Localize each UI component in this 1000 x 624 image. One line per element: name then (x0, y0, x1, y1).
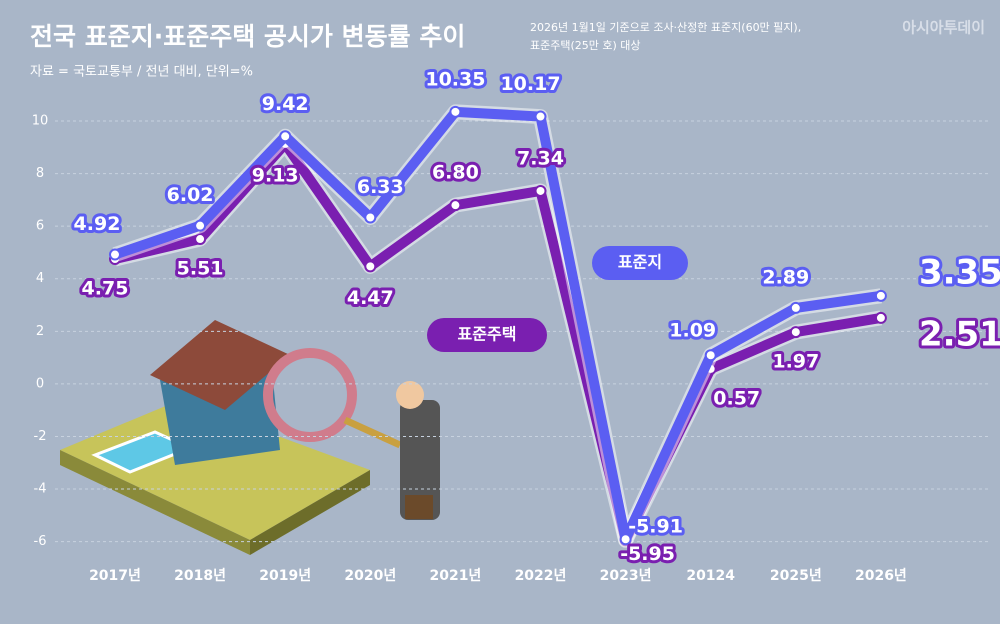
series-line (113, 106, 882, 545)
legend-label: 표준주택 (458, 325, 517, 344)
y-tick-label: -6 (34, 534, 47, 549)
data-label: 4.75 (82, 278, 129, 300)
data-point (449, 105, 462, 118)
data-label: -5.95 (620, 543, 675, 565)
data-label: 2.51 (919, 314, 1000, 354)
y-tick-label: -2 (34, 429, 47, 444)
x-tick-label: 20124 (686, 568, 735, 584)
data-label: 7.34 (517, 147, 564, 169)
data-point (534, 184, 547, 197)
data-label: 1.09 (669, 320, 716, 342)
x-tick-label: 2020년 (344, 568, 396, 584)
x-tick-label: 2017년 (89, 568, 141, 584)
x-tick-label: 2022년 (515, 568, 567, 584)
x-tick-label: 2025년 (770, 568, 822, 584)
data-label: 10.35 (425, 68, 485, 90)
note: 2026년 1월1일 기준으로 조사·산정한 표준지(60만 필지), (530, 20, 801, 34)
data-label: 9.42 (262, 93, 309, 115)
data-label: 1.97 (772, 351, 819, 373)
legend-box (427, 318, 547, 352)
illustration (60, 320, 440, 555)
logo: 아시아투데이 (902, 19, 985, 37)
legend-label: 표준지 (618, 253, 662, 272)
data-point (449, 199, 462, 212)
data-point (364, 211, 377, 224)
data-point (279, 130, 292, 143)
y-tick-label: 2 (36, 324, 44, 339)
data-label: 0.57 (713, 387, 760, 409)
data-label: 2.89 (762, 266, 809, 288)
data-point (789, 326, 802, 339)
y-tick-label: -4 (34, 482, 47, 497)
data-point (789, 301, 802, 314)
legend-box (592, 246, 688, 280)
y-tick-label: 4 (36, 271, 44, 286)
data-label: 9.13 (252, 164, 299, 186)
data-point (109, 248, 121, 261)
x-tick-label: 2018년 (174, 568, 226, 584)
x-tick-label: 2023년 (600, 568, 652, 584)
data-label: 6.02 (167, 184, 214, 206)
x-tick-label: 2026년 (855, 568, 907, 584)
data-label: -5.91 (628, 516, 683, 538)
x-tick-label: 2019년 (259, 568, 311, 584)
data-label: 6.33 (357, 176, 404, 198)
data-point (874, 311, 887, 324)
data-point (619, 533, 632, 546)
data-point (194, 233, 207, 246)
data-point (194, 219, 207, 232)
y-tick-label: 6 (36, 219, 44, 234)
data-label: 6.80 (432, 162, 479, 184)
chart-title: 전국 표준지·표준주택 공시가 변동률 추이 (30, 22, 465, 51)
data-label: 4.47 (347, 287, 394, 309)
data-point (874, 289, 887, 302)
y-tick-label: 0 (36, 376, 44, 391)
y-tick-label: 8 (36, 166, 44, 181)
note: 표준주택(25만 호) 대상 (530, 39, 641, 52)
data-label: 4.92 (74, 213, 121, 235)
data-label: 5.51 (177, 258, 224, 280)
subtitle: 자료 = 국토교통부 / 전년 대비, 단위=% (30, 65, 253, 80)
data-label: 10.17 (500, 73, 560, 95)
data-point (364, 260, 377, 273)
data-point (704, 349, 717, 362)
x-tick-label: 2021년 (429, 568, 481, 584)
y-tick-label: 10 (32, 114, 49, 129)
data-point (534, 110, 547, 123)
data-label: 3.35 (919, 252, 1000, 292)
